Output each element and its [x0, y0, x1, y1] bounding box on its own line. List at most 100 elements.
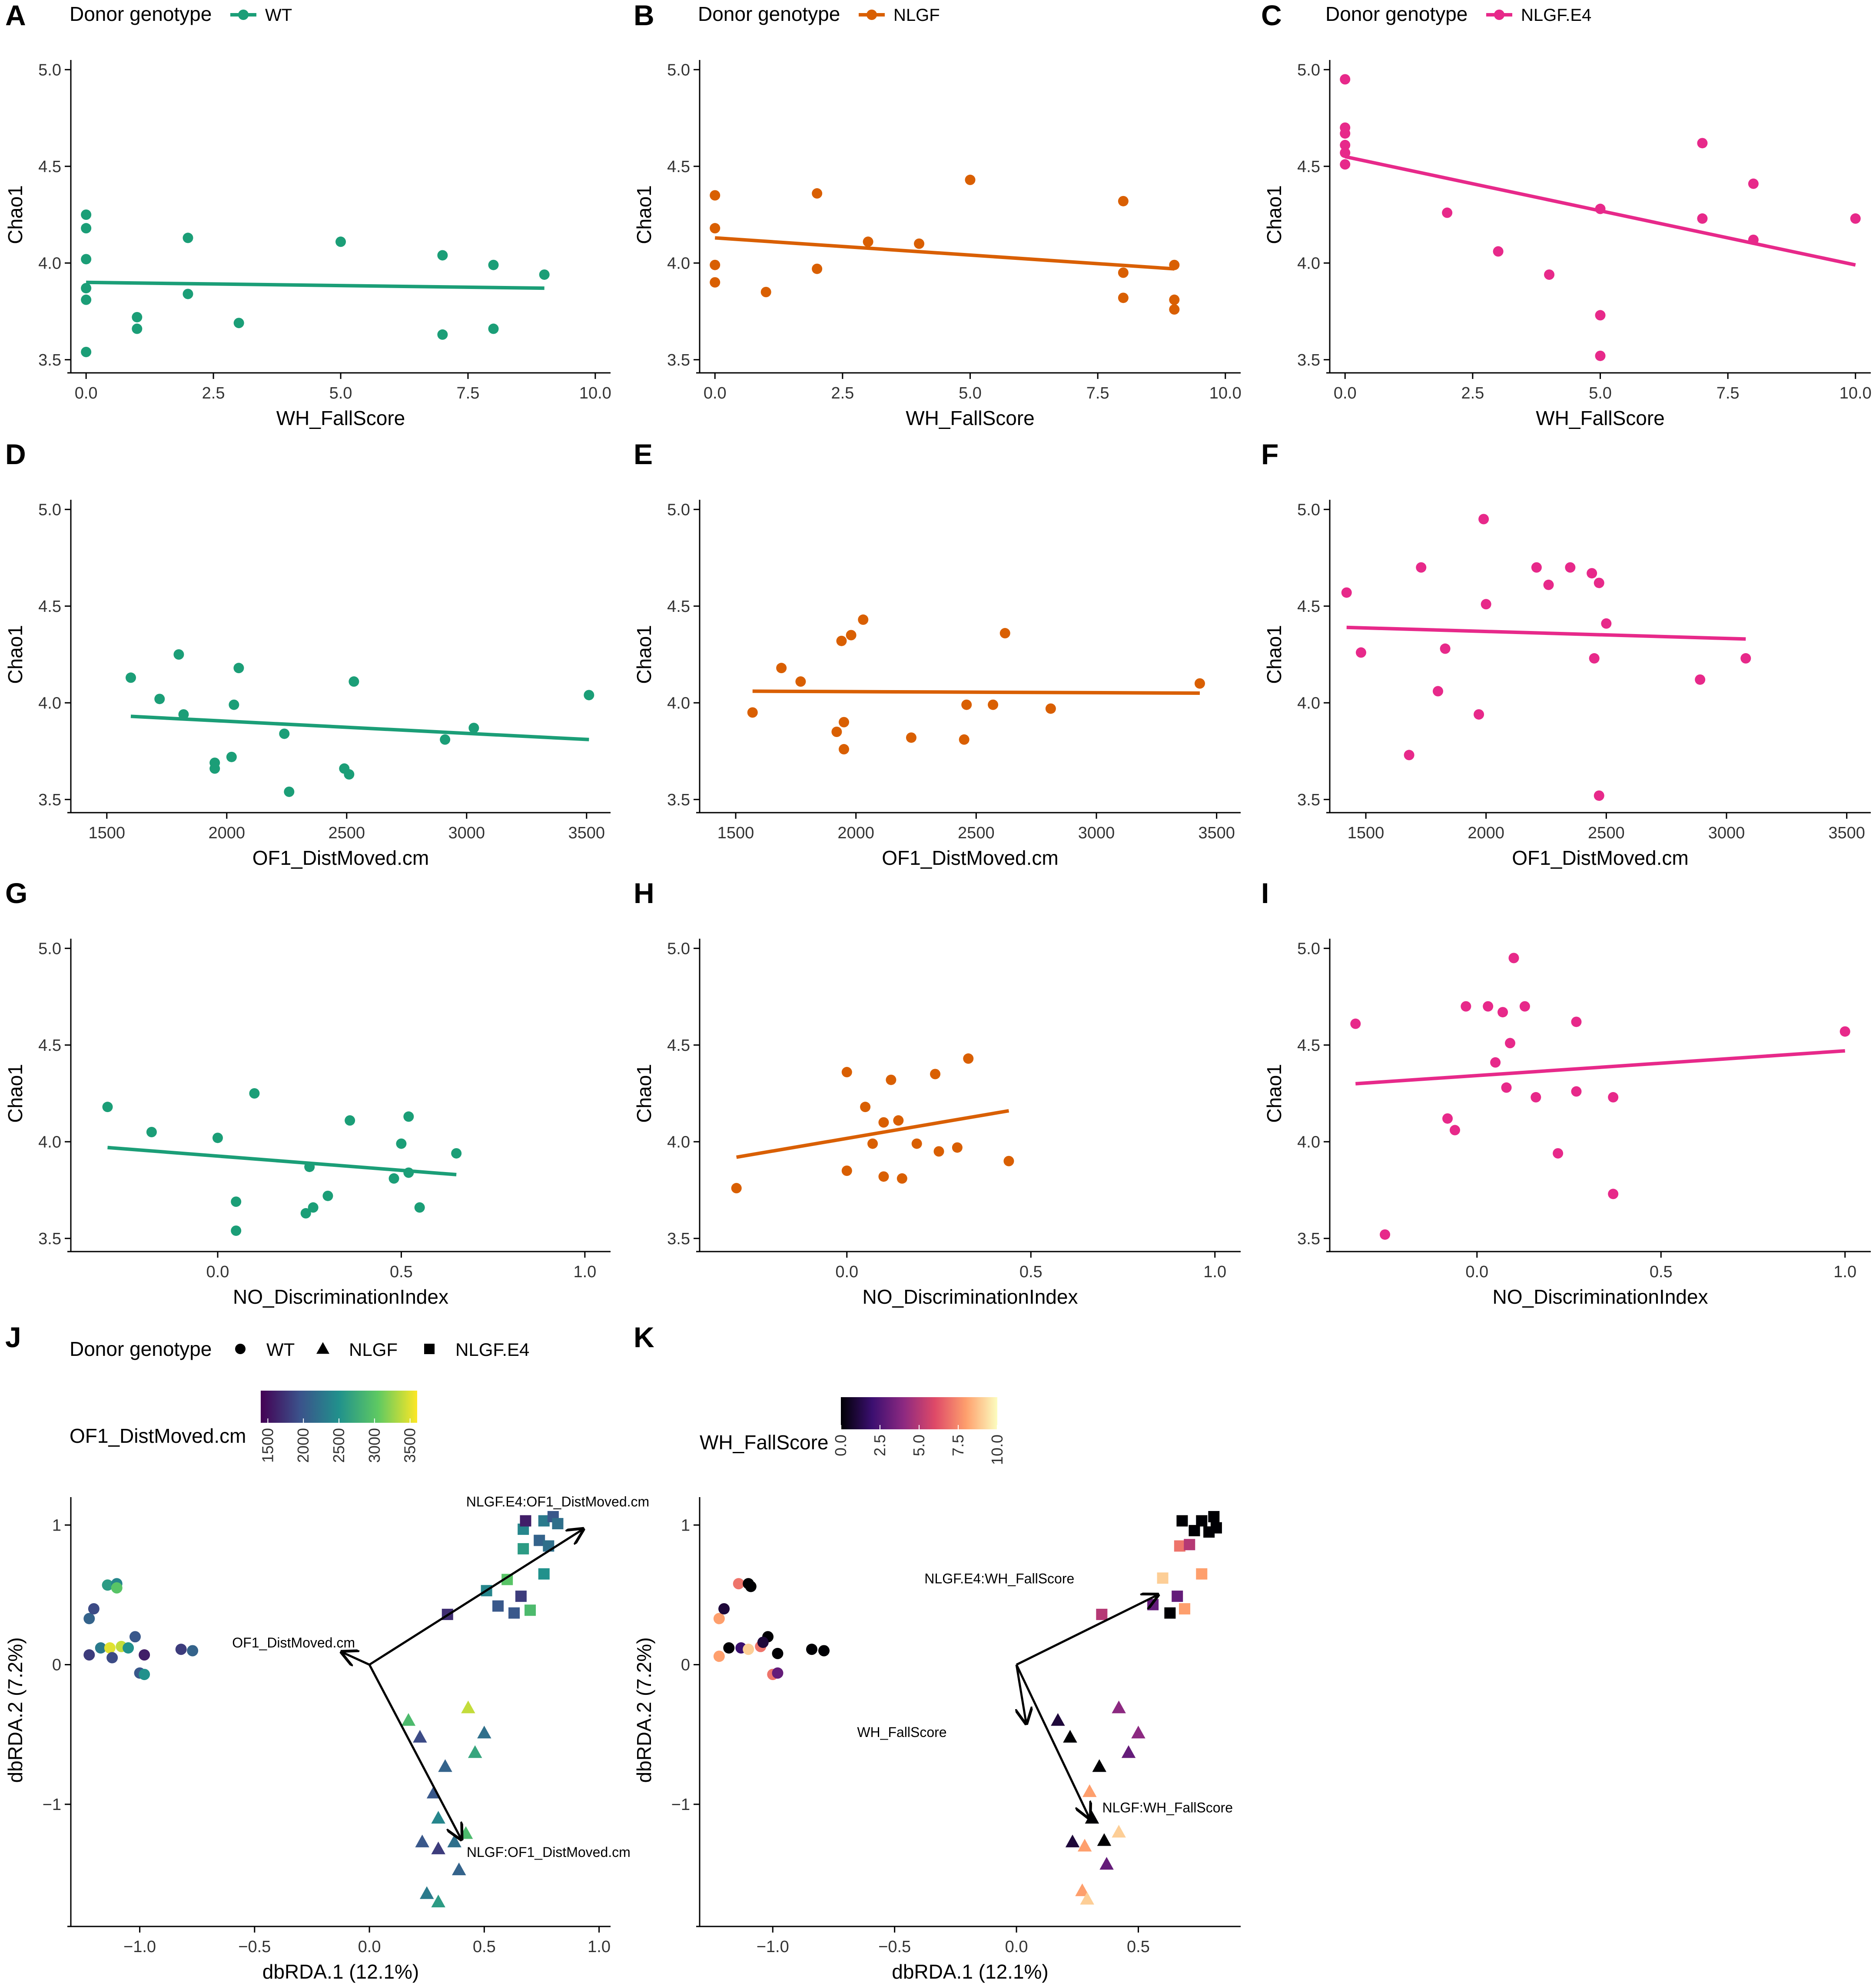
ordination-point [413, 1730, 427, 1743]
data-point [229, 699, 239, 710]
x-tick-label: 1500 [1348, 824, 1385, 842]
data-point [1416, 562, 1427, 573]
y-tick-label: 5.0 [667, 501, 690, 519]
data-point [154, 694, 165, 704]
ordination-point [1075, 1883, 1089, 1896]
regression-line [107, 1146, 457, 1176]
legend-label: NLGF [893, 6, 940, 25]
panel-tag: H [634, 877, 654, 909]
data-point [1519, 1001, 1530, 1012]
x-tick-label: 10.0 [1209, 384, 1242, 402]
ordination-point [1147, 1599, 1159, 1611]
y-tick-label: 4.5 [1297, 158, 1320, 176]
data-point [322, 1190, 333, 1201]
colorbar-tick-label: 7.5 [949, 1435, 967, 1456]
x-tick-label: 0.5 [1019, 1263, 1043, 1281]
colorbar-tick-label: 1500 [259, 1428, 276, 1463]
biplot-arrow-label: NLGF:WH_FallScore [1102, 1800, 1233, 1815]
data-point [1340, 139, 1351, 150]
biplot-arrow [369, 1529, 583, 1666]
data-point [1483, 1001, 1494, 1012]
data-point [539, 269, 550, 280]
y-tick-label: 4.5 [667, 158, 690, 176]
ordination-point [187, 1645, 199, 1657]
data-point [933, 1146, 944, 1157]
data-point [308, 1202, 319, 1213]
biplot-arrow [1016, 1595, 1158, 1666]
data-point [249, 1088, 260, 1099]
x-tick-label: 0.0 [75, 384, 98, 402]
data-point [178, 709, 189, 720]
y-tick-label: 3.5 [1297, 351, 1320, 369]
colorbar-tick-label: 2500 [330, 1428, 348, 1463]
data-point [1490, 1057, 1501, 1068]
data-point [1608, 1092, 1619, 1103]
data-point [1553, 1148, 1564, 1159]
y-tick-label: 5.0 [38, 940, 61, 958]
data-point [1045, 703, 1056, 714]
data-point [863, 236, 873, 247]
data-point [388, 1173, 399, 1184]
data-point [841, 1166, 852, 1176]
data-point [451, 1148, 462, 1159]
ordination-point [175, 1644, 187, 1655]
data-point [1169, 304, 1180, 315]
ordination-point [1065, 1834, 1080, 1847]
x-tick-label: 7.5 [1086, 384, 1109, 402]
shape-legend-key [316, 1342, 329, 1354]
ordination-point [104, 1642, 116, 1654]
ordination-point [492, 1600, 504, 1612]
biplot-arrow [368, 1664, 461, 1840]
y-tick-label: −1 [671, 1796, 690, 1814]
data-point [1595, 310, 1606, 321]
data-point [1565, 562, 1576, 573]
x-tick-label: 7.5 [1717, 384, 1740, 402]
x-tick-label: −0.5 [238, 1938, 271, 1956]
data-point [1194, 678, 1205, 689]
data-point [226, 751, 237, 762]
data-point [963, 1053, 974, 1064]
x-tick-label: 0.0 [1334, 384, 1357, 402]
data-point [344, 769, 355, 780]
x-tick-label: 3000 [1078, 824, 1115, 842]
panel-tag: A [5, 0, 26, 31]
data-point [584, 690, 594, 701]
data-point [81, 254, 92, 265]
data-point [102, 1102, 113, 1113]
x-tick-label: −1.0 [123, 1938, 156, 1956]
data-point [81, 346, 92, 357]
panel-tag: D [5, 438, 26, 470]
ordination-point [718, 1603, 730, 1615]
ordination-point [431, 1894, 445, 1907]
y-tick-label: 4.5 [38, 1036, 61, 1055]
ordination-point [772, 1667, 784, 1679]
legend-key-point [238, 10, 249, 20]
data-point [1595, 350, 1606, 361]
data-point [1594, 790, 1604, 801]
data-point [1118, 292, 1129, 303]
ordination-point [1157, 1572, 1169, 1584]
legend-title: Donor genotype [698, 3, 840, 25]
x-tick-label: 2.5 [831, 384, 854, 402]
x-tick-label: 3000 [1708, 824, 1745, 842]
ordination-point [1112, 1700, 1126, 1714]
data-point [81, 283, 92, 294]
data-point [710, 190, 721, 201]
data-point [300, 1208, 311, 1219]
x-axis-title: WH_FallScore [276, 407, 405, 429]
legend-label: WT [265, 6, 292, 25]
ordination-point [83, 1613, 95, 1624]
y-tick-label: 5.0 [38, 61, 61, 79]
x-tick-label: 2000 [837, 824, 874, 842]
x-tick-label: 0.0 [835, 1263, 858, 1281]
panel-tag: K [634, 1321, 654, 1353]
data-point [988, 699, 999, 710]
x-tick-label: 3500 [1198, 824, 1235, 842]
data-point [1433, 686, 1443, 697]
data-point [183, 289, 193, 299]
x-tick-label: 5.0 [1589, 384, 1612, 402]
biplot-arrow-label: OF1_DistMoved.cm [232, 1635, 355, 1651]
ordination-point [102, 1579, 113, 1591]
data-point [878, 1117, 889, 1128]
